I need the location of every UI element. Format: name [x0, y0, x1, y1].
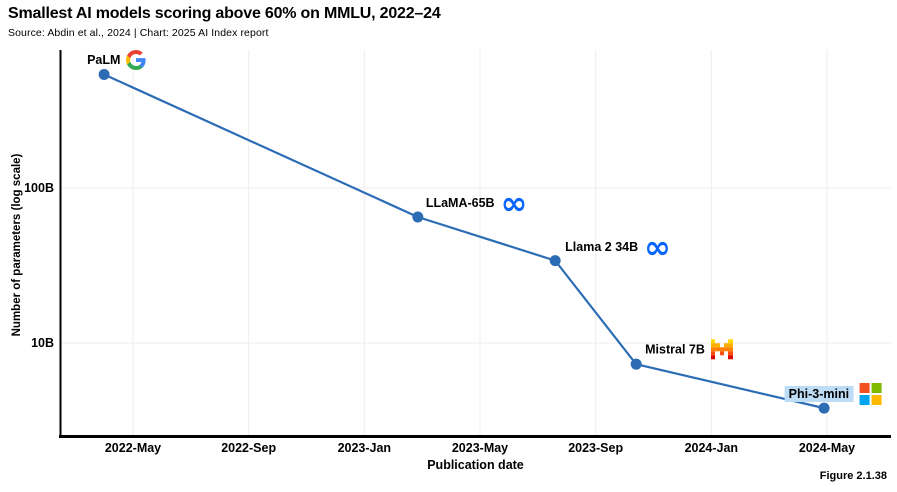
- chart-title: Smallest AI models scoring above 60% on …: [8, 5, 441, 22]
- y-tick-label: 10B: [31, 336, 54, 350]
- data-point-llama-65b: [412, 211, 424, 223]
- data-point-mistral-7b: [630, 358, 642, 370]
- x-tick-label: 2023-Sep: [568, 441, 623, 455]
- y-tick-label: 100B: [24, 181, 54, 195]
- x-axis-title: Publication date: [427, 458, 524, 472]
- x-tick-label: 2022-May: [105, 441, 161, 455]
- data-point-phi-3-mini: [818, 402, 830, 414]
- figure-number: Figure 2.1.38: [819, 470, 887, 482]
- x-tick-label: 2023-May: [452, 441, 508, 455]
- data-point-palm: [98, 68, 110, 80]
- x-tick-label: 2022-Sep: [221, 441, 276, 455]
- series-line: [103, 73, 825, 410]
- data-point-llama-2-34b: [549, 255, 561, 267]
- x-tick-label: 2024-May: [799, 441, 855, 455]
- x-tick-label: 2023-Jan: [338, 441, 392, 455]
- chart-subtitle: Source: Abdin et al., 2024 | Chart: 2025…: [8, 27, 269, 39]
- y-axis-title: Number of parameters (log scale): [11, 153, 23, 337]
- x-tick-label: 2024-Jan: [685, 441, 739, 455]
